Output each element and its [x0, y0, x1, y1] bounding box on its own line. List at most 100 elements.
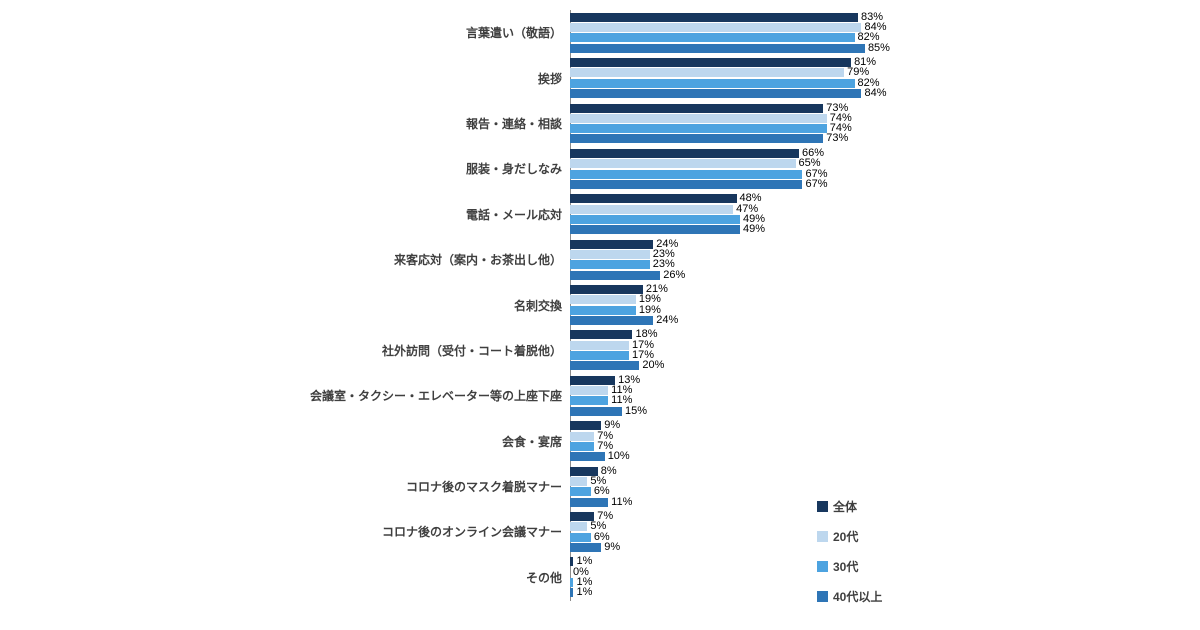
bar-line: 9%	[570, 420, 630, 431]
value-label: 19%	[638, 303, 661, 316]
bar-line: 84%	[570, 87, 887, 100]
bar-40代以上	[570, 43, 865, 53]
bar-30代	[570, 532, 591, 542]
bar-line: 5%	[570, 475, 632, 486]
bar-line: 10%	[570, 450, 630, 463]
chart-row: その他 1% 0% 1% 1%	[0, 555, 1200, 600]
bar-line: 49%	[570, 223, 766, 236]
bar-40代以上	[570, 406, 623, 416]
bar-line: 7%	[570, 439, 630, 452]
bar-20代	[570, 23, 862, 33]
value-label: 84%	[864, 87, 887, 100]
bar-20代	[570, 113, 827, 123]
value-label: 1%	[576, 555, 593, 568]
value-label: 49%	[743, 212, 766, 225]
bar-全体	[570, 285, 643, 295]
bar-全体	[570, 330, 633, 340]
value-label: 1%	[576, 576, 593, 589]
bar-group: 24% 23% 23% 26%	[570, 237, 686, 281]
chart-row: 挨拶 81% 79% 82% 84%	[0, 55, 1200, 100]
value-label: 9%	[604, 540, 621, 553]
bar-line: 48%	[570, 193, 765, 204]
bar-line: 81%	[570, 56, 887, 69]
bar-group: 13% 11% 11% 15%	[570, 373, 647, 416]
bar-line: 74%	[570, 122, 852, 135]
bar-全体	[570, 512, 595, 522]
bar-line: 1%	[570, 555, 593, 568]
bar-line: 21%	[570, 283, 678, 296]
bar-line: 67%	[570, 168, 828, 179]
value-label: 81%	[854, 56, 877, 69]
value-label: 74%	[829, 122, 852, 135]
chart-row: 社外訪問（受付・コート着脱他） 18% 17% 17% 20%	[0, 328, 1200, 373]
chart-row: 会議室・タクシー・エレベーター等の上座下座 13% 11% 11% 15%	[0, 373, 1200, 418]
category-label: 挨拶	[537, 71, 562, 86]
value-label: 24%	[656, 237, 679, 250]
value-label: 11%	[611, 394, 633, 407]
bar-line: 13%	[570, 373, 647, 386]
category-label: 会議室・タクシー・エレベーター等の上座下座	[309, 389, 562, 404]
value-label: 7%	[597, 510, 614, 523]
category-label: 会食・宴席	[501, 434, 562, 449]
value-label: 19%	[638, 293, 661, 306]
category-label: 社外訪問（受付・コート着脱他）	[381, 343, 562, 358]
bar-40代以上	[570, 497, 609, 507]
chart-row: 電話・メール応対 48% 47% 49% 49%	[0, 192, 1200, 237]
bar-line: 17%	[570, 350, 664, 361]
value-label: 26%	[663, 268, 686, 281]
value-label: 7%	[597, 439, 614, 452]
bar-line: 7%	[570, 510, 620, 523]
bar-line: 7%	[570, 430, 630, 441]
category-label: コロナ後のオンライン会議マナー	[381, 525, 562, 540]
bar-全体	[570, 103, 824, 113]
value-label: 21%	[645, 283, 668, 296]
category-label: 報告・連絡・相談	[465, 116, 562, 131]
bar-group: 81% 79% 82% 84%	[570, 56, 887, 100]
bar-20代	[570, 386, 609, 396]
legend-item: 全体	[817, 491, 882, 521]
bar-line: 19%	[570, 293, 678, 306]
bar-group: 9% 7% 7% 10%	[570, 420, 630, 463]
value-label: 49%	[743, 223, 766, 236]
bar-line: 17%	[570, 339, 664, 350]
chart-row: コロナ後のオンライン会議マナー 7% 5% 6% 9%	[0, 509, 1200, 554]
value-label: 85%	[867, 41, 890, 54]
value-label: 66%	[802, 146, 825, 159]
bar-line: 65%	[570, 158, 828, 169]
legend-swatch	[817, 590, 828, 602]
bar-30代	[570, 305, 636, 315]
bar-line: 11%	[570, 496, 632, 507]
value-label: 73%	[826, 101, 849, 114]
chart-row: 会食・宴席 9% 7% 7% 10%	[0, 419, 1200, 464]
bar-20代	[570, 522, 588, 532]
bar-全体	[570, 12, 858, 22]
value-label: 6%	[593, 485, 610, 498]
bar-20代	[570, 476, 588, 486]
bar-line: 85%	[570, 41, 890, 54]
category-label: 来客応対（案内・お茶出し他）	[393, 253, 562, 268]
bar-line: 11%	[570, 385, 647, 396]
chart-row: 言葉遣い（敬語） 83% 84% 82% 85%	[0, 10, 1200, 55]
legend-swatch	[817, 500, 828, 512]
bar-30代	[570, 33, 855, 43]
bar-全体	[570, 421, 602, 431]
chart-row: 報告・連絡・相談 73% 74% 74% 73%	[0, 101, 1200, 146]
bar-line: 67%	[570, 178, 828, 189]
value-label: 13%	[618, 373, 641, 386]
bar-全体	[570, 557, 574, 567]
value-label: 10%	[607, 450, 630, 463]
bar-group: 73% 74% 74% 73%	[570, 101, 852, 144]
bar-line: 73%	[570, 133, 852, 144]
value-label: 18%	[635, 328, 658, 341]
value-label: 1%	[576, 586, 593, 599]
value-label: 82%	[857, 31, 880, 44]
bar-40代以上	[570, 542, 602, 552]
bar-全体	[570, 239, 654, 249]
bar-line: 19%	[570, 303, 678, 316]
bar-line: 82%	[570, 31, 890, 44]
bar-line: 84%	[570, 22, 890, 33]
value-label: 79%	[847, 66, 870, 79]
chart-row: 名刺交換 21% 19% 19% 24%	[0, 282, 1200, 327]
bar-group: 8% 5% 6% 11%	[570, 465, 632, 507]
bar-40代以上	[570, 452, 605, 462]
